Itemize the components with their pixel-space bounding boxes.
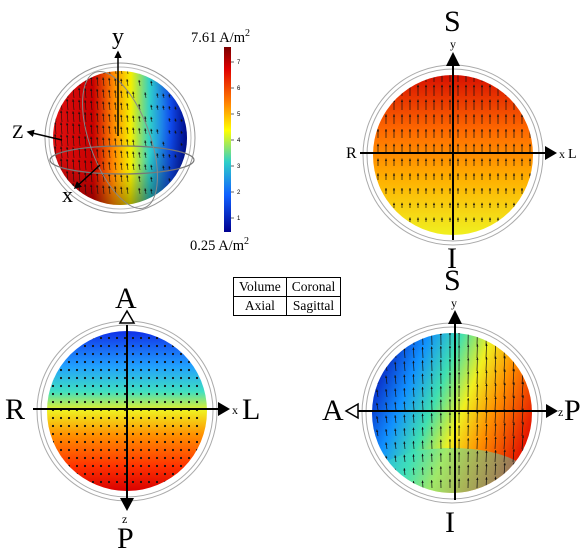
legend-sagittal: Sagittal (286, 297, 341, 316)
colorbar-tick-label: 1 (237, 216, 241, 222)
coronal-small-y: y (450, 37, 456, 51)
volume-x-label: x (62, 182, 73, 207)
sagittal-left-open-arrowhead (346, 404, 358, 418)
colorbar-tick-label: 4 (237, 138, 241, 144)
axial-small-x: x (232, 403, 238, 417)
colorbar-tick-label: 2 (237, 190, 241, 196)
axial-right-arrowhead (218, 402, 230, 416)
axial-top-label: A (115, 282, 137, 315)
axial-left-label: R (5, 393, 25, 426)
colorbar-tick-label: 7 (237, 60, 241, 66)
colorbar-gradient (224, 47, 231, 232)
sagittal-up-arrowhead (448, 310, 462, 324)
sagittal-left-label: A (322, 394, 344, 427)
sagittal-panel: S y I A z P (322, 264, 581, 539)
colorbar-tick-label: 6 (237, 86, 241, 92)
legend-axial: Axial (234, 297, 287, 316)
colorbar-max-label: 7.61 A/m2 (191, 28, 250, 46)
axial-right-label: L (242, 393, 260, 426)
axial-bottom-label: P (117, 522, 134, 550)
sagittal-right-arrowhead (546, 404, 558, 418)
axial-down-arrowhead (120, 498, 134, 511)
volume-z-label: Z (12, 122, 24, 143)
sagittal-top-label: S (444, 264, 461, 297)
coronal-top-label: S (444, 5, 461, 38)
sagittal-right-label: P (564, 394, 581, 427)
colorbar-min-label: 0.25 A/m2 (190, 236, 249, 254)
volume-panel: y Z x (12, 24, 195, 218)
sagittal-small-z: z (558, 405, 563, 419)
sagittal-small-y: y (451, 296, 457, 310)
coronal-right-label: L (568, 147, 577, 162)
legend-coronal: Coronal (286, 278, 341, 297)
axial-panel: A z P R x L (5, 282, 260, 550)
coronal-small-x: x (559, 147, 565, 161)
coronal-up-arrowhead (446, 52, 460, 66)
colorbar-tick-label: 5 (237, 112, 241, 118)
coronal-left-label: R (346, 145, 357, 162)
volume-y-label: y (112, 24, 124, 50)
coronal-panel: S y I R x L (346, 5, 577, 275)
legend-volume: Volume (234, 278, 287, 297)
colorbar-ticks: 7 6 5 4 3 2 1 (231, 60, 241, 222)
panel-legend: Volume Coronal Axial Sagittal (233, 277, 341, 316)
coronal-right-arrowhead (545, 146, 557, 160)
sagittal-bottom-label: I (445, 506, 455, 539)
colorbar-tick-label: 3 (237, 164, 241, 170)
colorbar: 7.61 A/m2 7 6 5 4 3 2 1 0.25 A/m2 (190, 28, 250, 254)
